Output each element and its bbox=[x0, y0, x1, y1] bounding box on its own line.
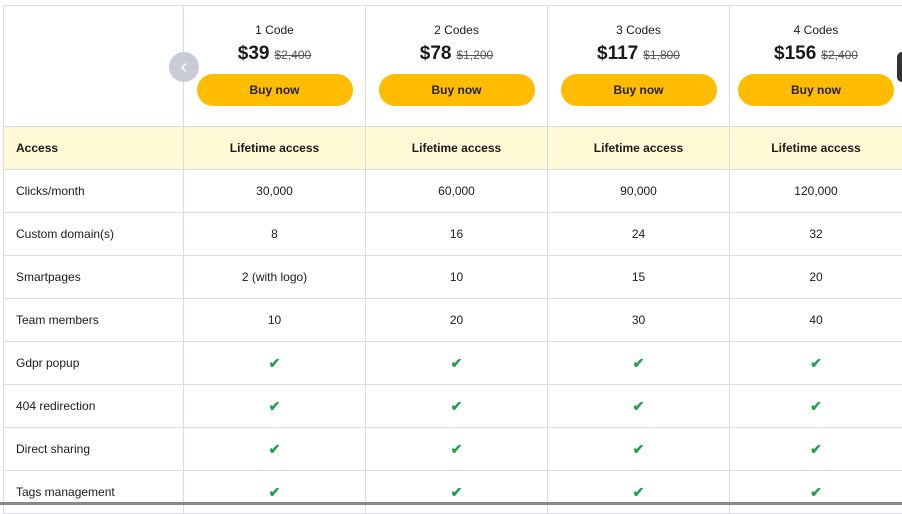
table-row: Tags management ✔ ✔ ✔ ✔ bbox=[3, 471, 902, 514]
plan-price: $78 bbox=[419, 43, 452, 64]
buy-now-button[interactable]: Buy now bbox=[378, 74, 535, 106]
feature-value: ✔ bbox=[548, 342, 730, 384]
feature-label: Gdpr popup bbox=[3, 342, 184, 384]
plan-name: 2 Codes bbox=[434, 23, 479, 37]
feature-value: 30 bbox=[548, 299, 730, 341]
plan-old-price: $1,800 bbox=[643, 48, 680, 62]
check-icon: ✔ bbox=[810, 397, 822, 414]
feature-label: Team members bbox=[3, 299, 184, 341]
plan-price: $39 bbox=[237, 43, 270, 64]
carousel-next-button[interactable] bbox=[897, 52, 902, 82]
feature-value: Lifetime access bbox=[548, 127, 730, 169]
feature-value: 60,000 bbox=[366, 170, 548, 212]
check-icon: ✔ bbox=[268, 397, 281, 414]
feature-label: Clicks/month bbox=[3, 170, 184, 212]
table-row: Custom domain(s) 8 16 24 32 bbox=[3, 213, 902, 256]
check-icon: ✔ bbox=[810, 440, 822, 457]
plan-old-price: $1,200 bbox=[456, 48, 494, 62]
feature-value: 15 bbox=[548, 256, 730, 298]
buy-now-button[interactable]: Buy now bbox=[196, 74, 353, 106]
feature-value: 10 bbox=[184, 299, 366, 341]
feature-value: Lifetime access bbox=[771, 141, 861, 155]
plan-name: 1 Code bbox=[255, 23, 294, 37]
feature-value: ✔ bbox=[366, 471, 548, 513]
plan-price: $156 bbox=[774, 43, 817, 64]
table-row: Gdpr popup ✔ ✔ ✔ ✔ bbox=[3, 342, 902, 385]
feature-value: ✔ bbox=[184, 471, 366, 513]
feature-value: ✔ bbox=[730, 471, 902, 513]
table-row: 404 redirection ✔ ✔ ✔ ✔ bbox=[3, 385, 902, 428]
plan-column-header: 2 Codes $78 $1,200 Buy now bbox=[366, 6, 548, 126]
feature-value: ✔ bbox=[366, 428, 548, 470]
check-icon: ✔ bbox=[810, 483, 822, 500]
header-empty-cell bbox=[3, 6, 184, 126]
chevron-left-icon: ‹ bbox=[180, 55, 188, 78]
feature-value: 20 bbox=[366, 299, 548, 341]
check-icon: ✔ bbox=[268, 483, 281, 500]
feature-label: Access bbox=[3, 127, 184, 169]
feature-value: 40 bbox=[809, 313, 823, 327]
feature-value: ✔ bbox=[548, 471, 730, 513]
table-row: Access Lifetime access Lifetime access Life… bbox=[3, 127, 902, 170]
plan-name: 4 Codes bbox=[793, 23, 839, 37]
feature-value: 2 (with logo) bbox=[184, 256, 366, 298]
check-icon: ✔ bbox=[268, 440, 281, 457]
feature-value: ✔ bbox=[730, 385, 902, 427]
table-row: Team members 10 20 30 40 bbox=[3, 299, 902, 342]
feature-label: Custom domain(s) bbox=[3, 213, 184, 255]
feature-value: ✔ bbox=[366, 342, 548, 384]
plan-column-header: 1 Code $39 $2,400 Buy now bbox=[184, 6, 366, 126]
check-icon: ✔ bbox=[268, 354, 281, 371]
buy-now-button[interactable]: Buy now bbox=[738, 74, 894, 106]
feature-value: ✔ bbox=[184, 385, 366, 427]
feature-value: 10 bbox=[366, 256, 548, 298]
feature-value: 120,000 bbox=[794, 184, 838, 198]
table-row: Smartpages 2 (with logo) 10 15 20 bbox=[3, 256, 902, 299]
feature-value: Lifetime access bbox=[184, 127, 366, 169]
feature-value: ✔ bbox=[184, 428, 366, 470]
feature-label: 404 redirection bbox=[3, 385, 184, 427]
check-icon: ✔ bbox=[632, 483, 645, 500]
feature-value: 20 bbox=[809, 270, 823, 284]
feature-label: Smartpages bbox=[3, 256, 184, 298]
feature-value: ✔ bbox=[730, 428, 902, 470]
feature-value: ✔ bbox=[184, 342, 366, 384]
feature-value: 32 bbox=[809, 227, 823, 241]
buy-now-button[interactable]: Buy now bbox=[560, 74, 717, 106]
plan-price: $117 bbox=[597, 43, 639, 64]
plan-column-header: 4 Codes $156 $2,400 Buy now bbox=[730, 6, 902, 126]
feature-value: ✔ bbox=[366, 385, 548, 427]
feature-value: ✔ bbox=[730, 342, 902, 384]
feature-value: Lifetime access bbox=[366, 127, 548, 169]
plan-old-price: $2,400 bbox=[821, 48, 858, 62]
check-icon: ✔ bbox=[450, 354, 463, 371]
plan-name: 3 Codes bbox=[616, 23, 661, 37]
plan-old-price: $2,400 bbox=[274, 48, 312, 62]
feature-value: 30,000 bbox=[184, 170, 366, 212]
plan-header-row: 1 Code $39 $2,400 Buy now 2 Codes $78 $1,2… bbox=[3, 6, 902, 127]
plan-column-header: 3 Codes $117 $1,800 Buy now bbox=[548, 6, 730, 126]
feature-value: 90,000 bbox=[548, 170, 730, 212]
check-icon: ✔ bbox=[450, 440, 463, 457]
check-icon: ✔ bbox=[632, 354, 645, 371]
feature-value: 16 bbox=[366, 213, 548, 255]
feature-label: Tags management bbox=[3, 471, 184, 513]
check-icon: ✔ bbox=[450, 397, 463, 414]
table-row: Clicks/month 30,000 60,000 90,000 120,000 bbox=[3, 170, 902, 213]
feature-value: ✔ bbox=[548, 428, 730, 470]
feature-label: Direct sharing bbox=[3, 428, 184, 470]
feature-value: ✔ bbox=[548, 385, 730, 427]
check-icon: ✔ bbox=[450, 483, 463, 500]
feature-value: 24 bbox=[548, 213, 730, 255]
pricing-comparison-table: 1 Code $39 $2,400 Buy now 2 Codes $78 $1,2… bbox=[3, 5, 902, 514]
check-icon: ✔ bbox=[632, 440, 645, 457]
feature-value: 8 bbox=[184, 213, 366, 255]
table-row: Direct sharing ✔ ✔ ✔ ✔ bbox=[3, 428, 902, 471]
check-icon: ✔ bbox=[810, 354, 822, 371]
check-icon: ✔ bbox=[632, 397, 645, 414]
scrollbar-edge bbox=[0, 502, 902, 505]
carousel-prev-button[interactable]: ‹ bbox=[169, 52, 199, 82]
